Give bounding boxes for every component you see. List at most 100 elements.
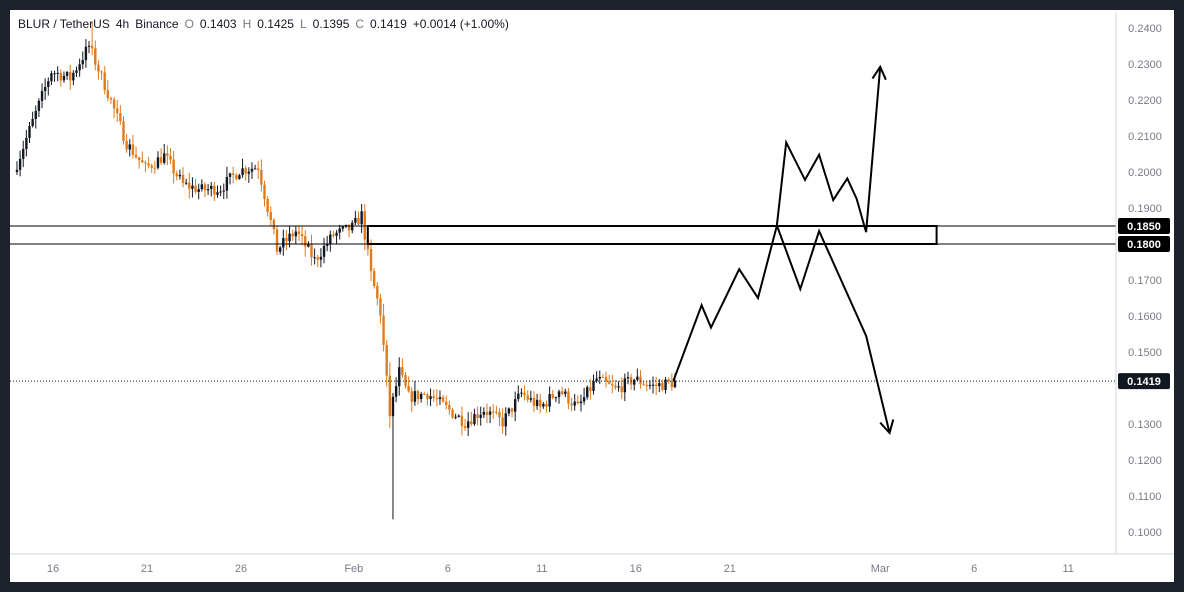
projection-layer: [672, 64, 895, 436]
candle: [153, 167, 157, 169]
candle: [90, 45, 94, 49]
candle: [313, 257, 316, 259]
candle: [304, 236, 307, 247]
time-tick-label: 26: [235, 563, 247, 575]
candle: [172, 159, 175, 174]
candle: [137, 157, 141, 161]
time-tick-label: 21: [141, 563, 153, 575]
candle: [329, 234, 332, 245]
candle: [297, 231, 301, 235]
candle: [416, 391, 420, 400]
candle: [238, 175, 241, 180]
candle: [159, 157, 163, 163]
candle: [40, 91, 44, 101]
candle: [285, 238, 288, 242]
candle: [661, 383, 664, 391]
candle: [470, 421, 473, 425]
candle: [523, 392, 526, 396]
candle: [341, 226, 345, 229]
candle: [122, 121, 125, 141]
candle: [87, 45, 91, 47]
candle: [535, 399, 539, 407]
candle: [150, 165, 153, 168]
candle: [404, 375, 407, 386]
candle: [379, 298, 382, 316]
candle: [225, 176, 229, 191]
candle: [560, 391, 564, 395]
candle: [112, 99, 116, 109]
candle: [611, 383, 614, 386]
candle: [476, 414, 479, 418]
candle: [495, 411, 498, 413]
candle: [97, 64, 100, 72]
candle: [667, 379, 670, 382]
candle: [272, 219, 276, 230]
candle: [188, 182, 191, 189]
candle: [62, 75, 66, 81]
candle: [398, 367, 401, 387]
levels-layer: [10, 225, 1116, 382]
candle: [325, 244, 329, 246]
candle: [351, 222, 354, 231]
candle: [595, 378, 598, 381]
price-tick-label: 0.2100: [1128, 131, 1162, 143]
candle: [633, 379, 636, 385]
price-badges: 0.1850 0.1800 0.1419: [1118, 218, 1170, 390]
candle: [488, 411, 492, 415]
candle: [216, 192, 219, 195]
candle: [423, 393, 426, 395]
time-tick-label: 21: [724, 563, 736, 575]
candle: [47, 81, 50, 88]
candle: [241, 168, 244, 176]
candle: [451, 409, 454, 418]
candle: [15, 169, 19, 172]
candle: [231, 173, 235, 175]
candle: [307, 244, 310, 247]
candle: [369, 249, 373, 272]
candle: [482, 411, 486, 415]
candle: [372, 271, 376, 286]
candle: [141, 160, 144, 163]
price-axis: 0.2400 0.2300 0.2200 0.2100 0.2000 0.1900 0.17…: [1115, 12, 1162, 554]
candle: [651, 384, 655, 386]
candle: [385, 344, 388, 376]
candle: [338, 228, 341, 233]
candle: [419, 393, 423, 400]
candle: [376, 285, 379, 299]
candle: [335, 232, 338, 236]
candle: [181, 174, 185, 184]
price-tick-label: 0.1000: [1128, 527, 1162, 539]
candle: [394, 386, 398, 397]
candle: [28, 126, 31, 138]
chart-panel[interactable]: [10, 10, 1174, 582]
close-label: C: [355, 17, 365, 31]
time-axis: 16 21 26 Feb 6 11 16 21 Mar 6 11: [10, 553, 1174, 575]
candle: [22, 148, 25, 159]
candle: [589, 387, 592, 392]
candle: [53, 73, 56, 75]
candle: [116, 108, 119, 114]
candle: [586, 387, 589, 398]
candle: [244, 168, 247, 174]
candle: [247, 171, 251, 174]
high-label: H: [242, 17, 252, 31]
candle: [184, 182, 188, 184]
last-price-badge-bg: [1118, 373, 1170, 390]
candle: [310, 244, 313, 258]
candle: [294, 231, 298, 237]
price-tick-label: 0.2000: [1128, 167, 1162, 179]
candle: [25, 137, 28, 149]
candle: [426, 394, 429, 400]
candle: [401, 367, 404, 376]
last-price-badge: 0.1419: [1127, 376, 1161, 388]
candle: [34, 110, 37, 119]
candle: [658, 383, 661, 387]
time-tick-label: 6: [971, 563, 977, 575]
candle: [206, 189, 210, 191]
candle: [410, 391, 413, 402]
candle: [37, 100, 41, 111]
candle: [332, 234, 335, 236]
candle: [175, 173, 178, 177]
candle: [445, 401, 448, 405]
